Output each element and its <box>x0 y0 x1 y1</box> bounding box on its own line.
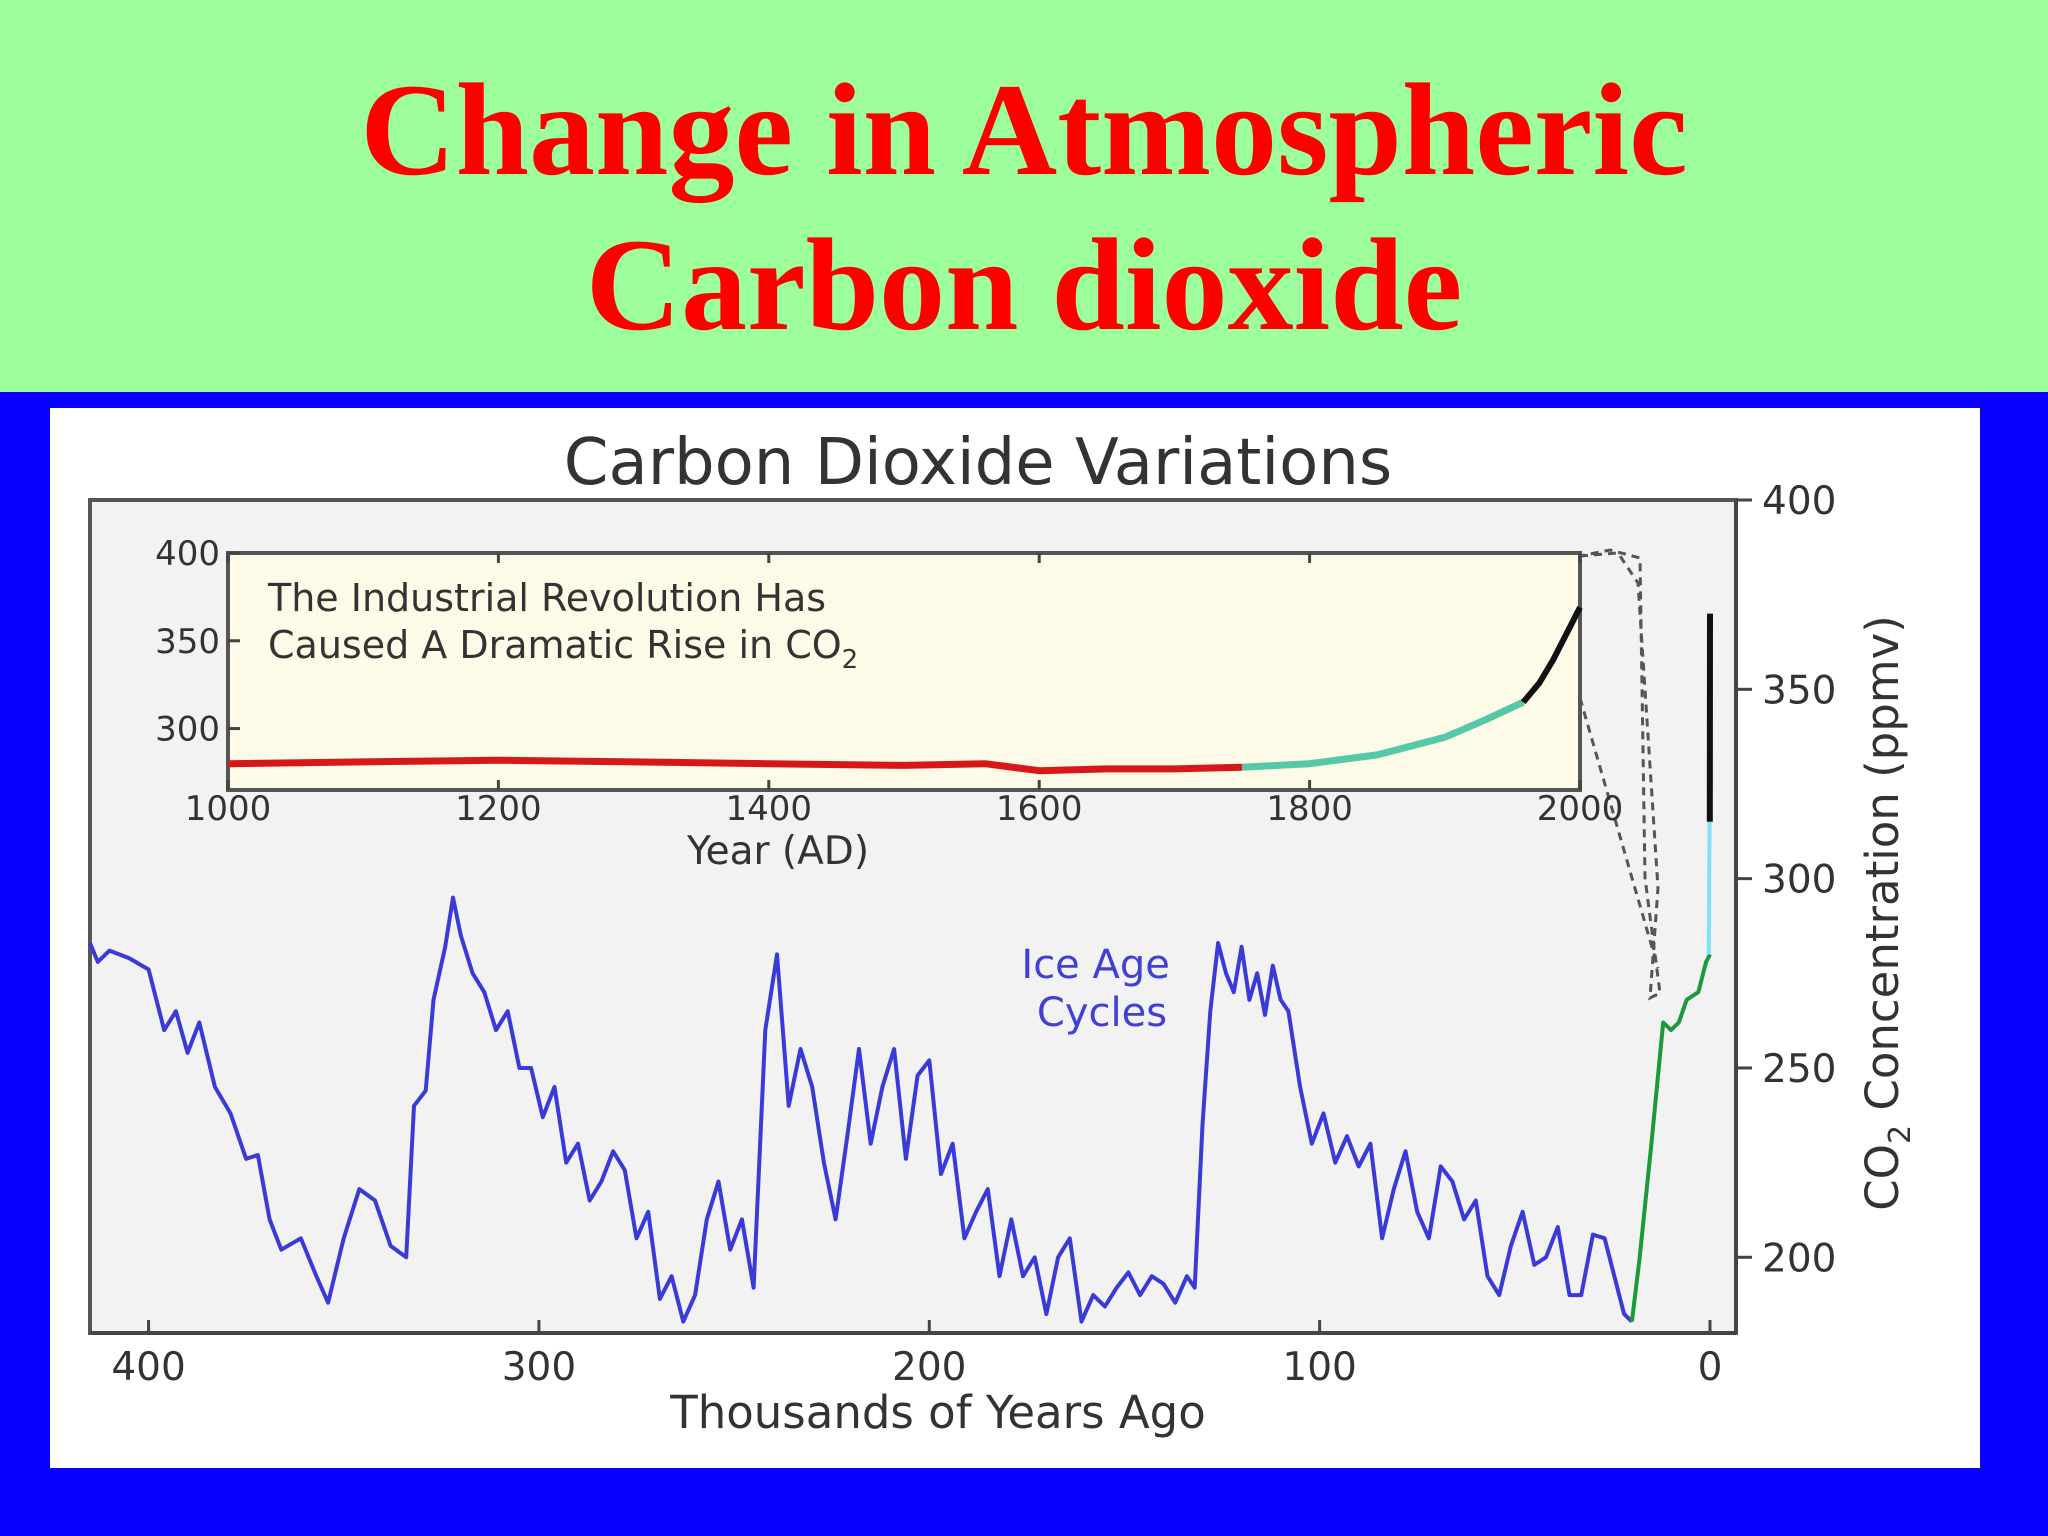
co2-chart: Carbon Dioxide Variations 400 300 200 100 0 … <box>88 426 1918 1439</box>
inset-plot-area <box>226 551 1582 792</box>
inset-x-tick-label: 1200 <box>455 789 542 829</box>
inset-annotation-line-2: Caused A Dramatic Rise in CO2 <box>268 623 858 675</box>
inset-y-tick-label: 350 <box>155 622 220 662</box>
chart-title: Carbon Dioxide Variations <box>564 426 1392 500</box>
zoom-connector-lines <box>1579 548 1662 1001</box>
inset-x-tick-label: 2000 <box>1537 789 1624 829</box>
inset-y-ticks: 300 350 400 <box>155 534 240 750</box>
inset-plot: 1000 1200 1400 1600 1800 2000 300 350 400 Year … <box>155 534 1623 874</box>
main-series <box>88 613 1713 1324</box>
inset-x-tick-label: 1400 <box>726 789 813 829</box>
slide-title-line-1: Change in Atmospheric <box>360 56 1688 203</box>
main-x-ticks: 400 300 200 100 0 <box>111 1320 1722 1390</box>
main-x-tick-label: 300 <box>502 1345 576 1390</box>
main-y-tick-label: 250 <box>1762 1047 1836 1092</box>
inset-x-tick-label: 1000 <box>185 789 272 829</box>
inset-annotation-text: Caused A Dramatic Rise in CO <box>268 623 842 667</box>
inset-y-tick-label: 400 <box>155 534 220 574</box>
slide-title-line-2: Carbon dioxide <box>585 211 1463 358</box>
inset-annotation-subscript: 2 <box>842 645 859 675</box>
main-x-tick-label: 400 <box>111 1345 185 1390</box>
inset-x-tick-label: 1600 <box>996 789 1083 829</box>
main-y-tick-label: 300 <box>1762 858 1836 903</box>
main-series-line-0 <box>88 895 1634 1324</box>
inset-series-line-2 <box>1520 606 1583 705</box>
slide-header: Change in Atmospheric Carbon dioxide <box>0 0 2048 392</box>
inset-series-line-0 <box>227 756 1243 775</box>
inset-series <box>227 606 1583 775</box>
main-y-ticks: 200 250 300 350 400 <box>1736 479 1836 1281</box>
main-x-tick-label: 0 <box>1698 1345 1723 1390</box>
main-x-tick-label: 200 <box>892 1345 966 1390</box>
ice-age-annotation-line-1: Ice Age <box>1021 942 1169 988</box>
main-x-tick-label: 100 <box>1282 1345 1356 1390</box>
main-y-axis-label: CO2 Concentration (ppmv) <box>1856 615 1918 1211</box>
inset-series-line-1 <box>1241 699 1525 771</box>
inset-x-axis-label: Year (AD) <box>686 829 869 874</box>
inset-x-tick-label: 1800 <box>1266 789 1353 829</box>
inset-x-ticks: 1000 1200 1400 1600 1800 2000 <box>185 553 1624 829</box>
main-y-tick-label: 400 <box>1762 479 1836 524</box>
ice-age-annotation-line-2: Cycles <box>1037 990 1167 1036</box>
main-y-tick-label: 350 <box>1762 668 1836 713</box>
inset-y-tick-label: 300 <box>155 710 220 750</box>
main-y-tick-label: 200 <box>1762 1236 1836 1281</box>
ice-age-annotation: Ice Age Cycles <box>1021 942 1182 1036</box>
main-x-axis-label: Thousands of Years Ago <box>669 1386 1206 1439</box>
main-series-line-2 <box>1706 821 1712 955</box>
zoom-connector-line-2 <box>1578 697 1660 969</box>
chart-panel: Carbon Dioxide Variations 400 300 200 100 0 … <box>50 408 1980 1468</box>
inset-annotation-line-1: The Industrial Revolution Has <box>267 576 826 620</box>
main-series-line-1 <box>1629 953 1712 1322</box>
slide-title: Change in Atmospheric Carbon dioxide <box>0 52 2048 362</box>
